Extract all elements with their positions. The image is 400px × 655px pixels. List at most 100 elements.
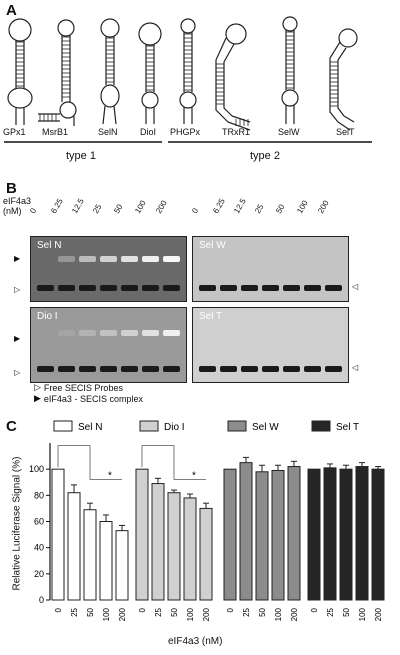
free-probe-band: [121, 366, 138, 372]
free-probe-band: [220, 366, 237, 372]
secis-phgpx: [179, 18, 197, 124]
legend-complex: eIF4a3 - SECIS complex: [43, 393, 143, 404]
free-probe-band: [325, 285, 342, 291]
free-probe-band: [100, 366, 117, 372]
free-probe-band: [199, 285, 216, 291]
concentration-label: 50: [274, 202, 287, 215]
complex-band: [100, 256, 117, 262]
free-probe-band: [304, 366, 321, 372]
bar: [287, 466, 301, 601]
significance-bracket: [141, 445, 175, 480]
concentration-label: 12.5: [232, 197, 248, 215]
gel-label: Sel N: [37, 240, 62, 251]
molecule-label-selw: SelW: [278, 127, 300, 137]
molecule-label-trxr1: TRxR1: [222, 127, 251, 137]
free-probe-band: [304, 285, 321, 291]
x-tick-label: 200: [290, 607, 299, 621]
legend-swatch: [227, 420, 247, 432]
significance-star: *: [108, 471, 112, 482]
gel-sel-n: Sel N: [30, 236, 187, 302]
bar: [255, 471, 269, 601]
free-probe-band: [79, 366, 96, 372]
legend-swatch: [53, 420, 73, 432]
complex-band: [79, 330, 96, 336]
secis-selt: [329, 28, 358, 131]
secis-structures: [4, 16, 372, 143]
bar: [183, 497, 197, 601]
secis-dioi: [138, 22, 162, 124]
free-probe-band: [262, 366, 279, 372]
free-marker-icon: ▷: [14, 285, 21, 294]
free-probe-band: [199, 366, 216, 372]
complex-band: [142, 256, 159, 262]
complex-band: [79, 256, 96, 262]
concentration-label: 0: [190, 206, 201, 215]
type2-label: type 2: [250, 150, 280, 162]
complex-band: [121, 256, 138, 262]
bar: [151, 483, 165, 601]
free-probe-band: [142, 285, 159, 291]
x-tick-label: 50: [170, 607, 179, 616]
concentration-label: 25: [91, 202, 104, 215]
bar: [323, 467, 337, 601]
type1-label: type 1: [66, 150, 96, 162]
complex-band: [163, 256, 180, 262]
bar: [199, 507, 213, 601]
y-tick-label: 20: [34, 569, 44, 579]
free-probe-band: [142, 366, 159, 372]
bar: [167, 492, 181, 601]
x-tick-label: 0: [54, 607, 63, 612]
legend-swatch: [311, 420, 331, 432]
y-tick-label: 80: [34, 490, 44, 500]
complex-band: [142, 330, 159, 336]
complex-band: [121, 330, 138, 336]
bar: [239, 462, 253, 601]
free-probe-band: [163, 366, 180, 372]
secis-seln: [100, 18, 120, 125]
free-probe-band: [37, 366, 54, 372]
concentration-axis-label: eIF4a3 (nM): [3, 196, 31, 216]
free-probe-band: [58, 285, 75, 291]
legend-free: Free SECIS Probes: [43, 382, 123, 393]
x-tick-label: 0: [226, 607, 235, 612]
gel-legend: ▷ Free SECIS Probes ▶ eIF4a3 - SECIS compl…: [34, 382, 143, 404]
bar: [99, 521, 113, 601]
axis-label-line1: eIF4a3: [3, 196, 32, 206]
molecule-label-dioi: DioI: [140, 127, 157, 137]
gel-label: Sel T: [199, 311, 223, 322]
bar: [307, 468, 321, 601]
bar: [355, 466, 369, 601]
bar: [339, 468, 353, 601]
complex-marker-icon: ▶: [14, 334, 21, 343]
concentration-label: 100: [133, 198, 148, 215]
x-tick-label: 25: [70, 607, 79, 616]
y-tick-label: 60: [34, 517, 44, 527]
y-tick-label: 100: [29, 464, 44, 474]
x-tick-label: 200: [118, 607, 127, 621]
x-axis-label: eIF4a3 (nM): [168, 636, 223, 647]
x-tick-label: 50: [258, 607, 267, 616]
secis-gpx1: [7, 18, 33, 125]
bar: [51, 468, 65, 601]
secis-trxr1: [215, 23, 251, 131]
gel-sel-t: Sel T: [192, 307, 349, 383]
concentration-label: 200: [316, 198, 331, 215]
concentration-label: 100: [295, 198, 310, 215]
concentration-label: 25: [253, 202, 266, 215]
legend-label: Sel T: [336, 422, 359, 433]
bar: [83, 509, 97, 601]
free-probe-band: [241, 366, 258, 372]
bar: [115, 530, 129, 601]
complex-band: [163, 330, 180, 336]
free-probe-band: [262, 285, 279, 291]
x-tick-label: 0: [310, 607, 319, 612]
x-tick-label: 200: [202, 607, 211, 621]
complex-band: [100, 330, 117, 336]
free-probe-band: [220, 285, 237, 291]
free-probe-band: [79, 285, 96, 291]
x-tick-label: 200: [374, 607, 383, 621]
x-tick-label: 100: [274, 607, 283, 621]
complex-band: [58, 330, 75, 336]
concentration-label: 6.25: [211, 197, 227, 215]
secis-selw: [281, 16, 299, 124]
